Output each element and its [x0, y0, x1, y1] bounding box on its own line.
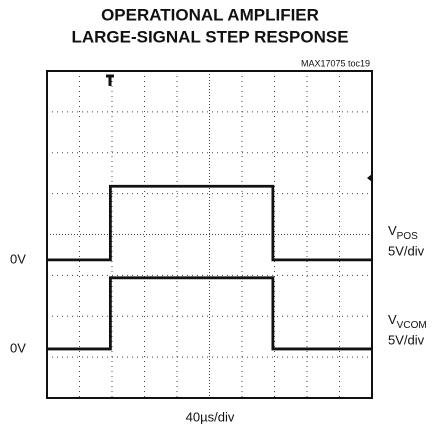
figure-id: MAX17075 toc19: [301, 58, 370, 68]
label-symbol: V: [388, 312, 397, 327]
label-symbol: V: [388, 223, 397, 238]
trace-scale: 5V/div: [388, 332, 425, 347]
label-subscript: VCOM: [397, 320, 427, 331]
trigger-marker: [106, 74, 114, 86]
scope-frame: [46, 70, 373, 399]
x-axis-label: 40µs/div: [186, 409, 235, 424]
trace-scale: 5V/div: [388, 243, 425, 258]
trace-label: VVCOM: [388, 312, 427, 330]
trace-label: VPOS: [388, 223, 418, 241]
label-subscript: POS: [397, 231, 418, 242]
chart-title: LARGE-SIGNAL STEP RESPONSE: [71, 27, 348, 46]
zero-label: 0V: [10, 340, 26, 355]
trace: [47, 276, 372, 351]
scope-grid: [47, 71, 372, 398]
zero-label: 0V: [10, 251, 26, 266]
chart-title: OPERATIONAL AMPLIFIER: [101, 5, 319, 24]
level-marker: [367, 174, 372, 182]
trace: [47, 184, 372, 262]
